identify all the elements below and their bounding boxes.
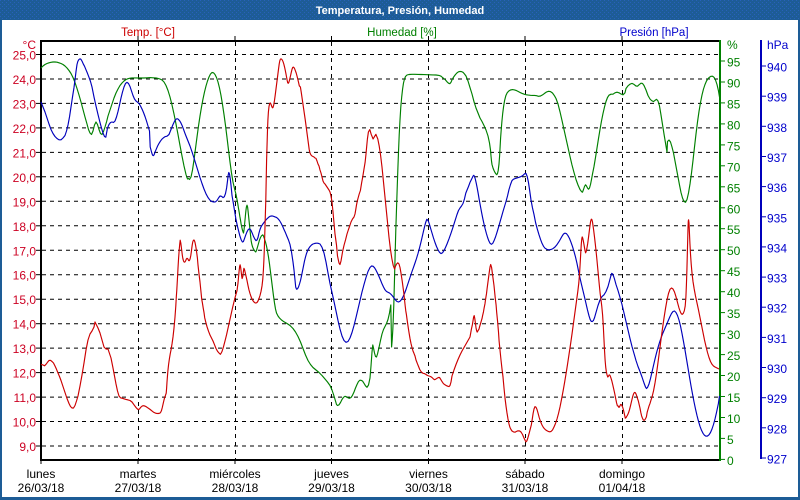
svg-text:933: 933	[767, 272, 787, 286]
svg-text:9,0: 9,0	[19, 440, 36, 454]
svg-text:25,0: 25,0	[13, 49, 37, 63]
svg-text:24,0: 24,0	[13, 73, 37, 87]
svg-text:Presión [hPa]: Presión [hPa]	[619, 27, 688, 39]
svg-text:25: 25	[727, 349, 741, 363]
svg-text:sábado: sábado	[505, 467, 545, 481]
svg-text:937: 937	[767, 151, 787, 165]
svg-text:29/03/18: 29/03/18	[308, 481, 355, 495]
svg-text:90: 90	[727, 77, 741, 91]
svg-text:Temp. [°C]: Temp. [°C]	[121, 27, 175, 39]
svg-text:70: 70	[727, 160, 741, 174]
svg-text:13,0: 13,0	[13, 342, 37, 356]
svg-text:27/03/18: 27/03/18	[115, 481, 162, 495]
svg-text:11,0: 11,0	[14, 391, 37, 405]
svg-text:55: 55	[727, 223, 741, 237]
svg-text:°C: °C	[23, 38, 37, 52]
svg-text:15: 15	[727, 391, 741, 405]
svg-text:40: 40	[727, 286, 741, 300]
svg-text:Humedad [%]: Humedad [%]	[367, 27, 437, 39]
svg-text:930: 930	[767, 362, 787, 376]
svg-text:30: 30	[727, 328, 741, 342]
svg-text:65: 65	[727, 181, 741, 195]
svg-text:%: %	[727, 38, 738, 52]
svg-text:01/04/18: 01/04/18	[599, 481, 646, 495]
svg-text:31/03/18: 31/03/18	[502, 481, 549, 495]
svg-text:10,0: 10,0	[13, 416, 37, 430]
svg-text:35: 35	[727, 307, 741, 321]
svg-text:jueves: jueves	[313, 467, 349, 481]
svg-text:22,0: 22,0	[13, 122, 37, 136]
svg-text:929: 929	[767, 392, 787, 406]
svg-text:10: 10	[727, 412, 741, 426]
svg-text:931: 931	[767, 332, 787, 346]
svg-text:16,0: 16,0	[13, 269, 37, 283]
svg-text:940: 940	[767, 61, 787, 75]
svg-text:60: 60	[727, 202, 741, 216]
svg-text:26/03/18: 26/03/18	[18, 481, 65, 495]
svg-text:50: 50	[727, 244, 741, 258]
svg-text:30/03/18: 30/03/18	[405, 481, 452, 495]
svg-text:domingo: domingo	[599, 467, 645, 481]
svg-text:18,0: 18,0	[13, 220, 37, 234]
svg-text:927: 927	[767, 453, 787, 467]
svg-text:21,0: 21,0	[13, 146, 37, 160]
svg-text:938: 938	[767, 121, 787, 135]
svg-text:15,0: 15,0	[13, 293, 37, 307]
svg-text:932: 932	[767, 302, 787, 316]
svg-text:95: 95	[727, 56, 741, 70]
svg-text:17,0: 17,0	[13, 244, 37, 258]
svg-text:928: 928	[767, 422, 787, 436]
svg-text:20: 20	[727, 370, 741, 384]
svg-text:28/03/18: 28/03/18	[212, 481, 259, 495]
svg-text:85: 85	[727, 97, 741, 111]
svg-text:19,0: 19,0	[13, 195, 37, 209]
svg-text:936: 936	[767, 181, 787, 195]
svg-text:14,0: 14,0	[13, 318, 37, 332]
svg-text:23,0: 23,0	[13, 97, 37, 111]
svg-text:939: 939	[767, 91, 787, 105]
svg-text:lunes: lunes	[27, 467, 56, 481]
svg-text:hPa: hPa	[767, 38, 789, 52]
svg-text:0: 0	[727, 454, 734, 468]
svg-text:12,0: 12,0	[13, 367, 37, 381]
svg-text:935: 935	[767, 211, 787, 225]
svg-text:80: 80	[727, 118, 741, 132]
svg-text:45: 45	[727, 265, 741, 279]
svg-text:miércoles: miércoles	[209, 467, 260, 481]
svg-text:martes: martes	[120, 467, 157, 481]
svg-text:75: 75	[727, 139, 741, 153]
svg-text:5: 5	[727, 433, 734, 447]
svg-text:viernes: viernes	[409, 467, 448, 481]
svg-text:Temperatura, Presión, Humedad: Temperatura, Presión, Humedad	[316, 5, 485, 17]
svg-text:20,0: 20,0	[13, 171, 37, 185]
svg-text:934: 934	[767, 241, 787, 255]
